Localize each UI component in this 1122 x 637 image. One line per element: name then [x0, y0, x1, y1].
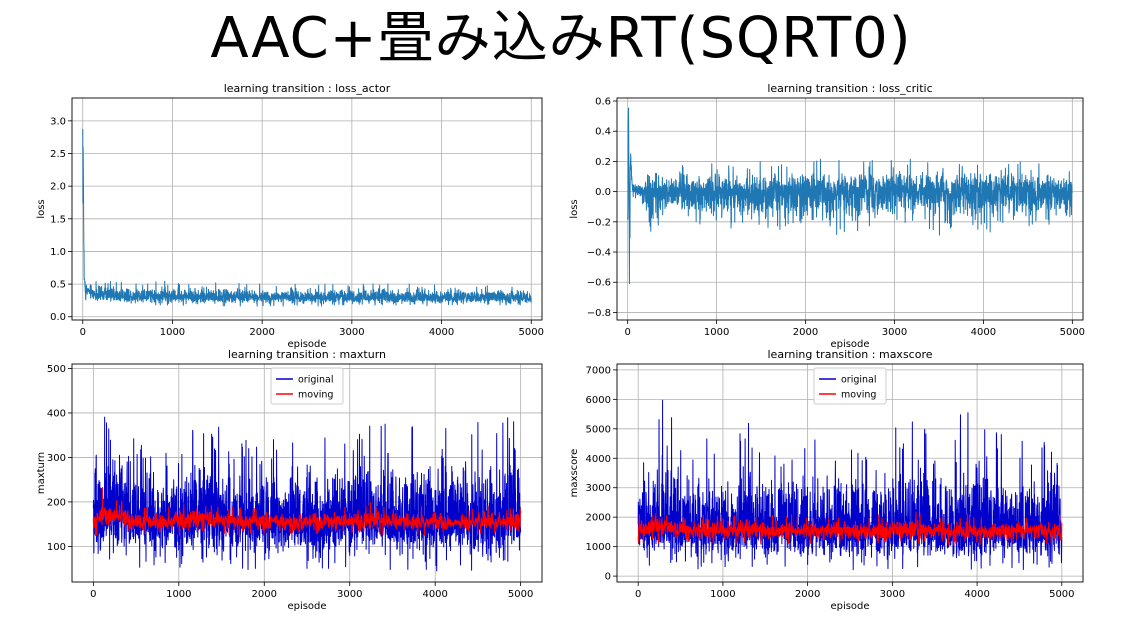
x-tick-label: 5000 — [1049, 589, 1074, 600]
legend-box — [270, 367, 344, 405]
y-axis-label: loss — [36, 199, 47, 218]
x-axis-label: episode — [287, 601, 326, 612]
x-tick-label: 2000 — [249, 327, 274, 338]
y-tick-label: 2.0 — [50, 182, 66, 193]
x-tick-label: 1000 — [166, 589, 191, 600]
legend-label-original: original — [298, 375, 334, 386]
y-tick-label: 500 — [47, 364, 66, 375]
y-tick-label: 300 — [47, 453, 66, 464]
chart-title: learning transition : maxscore — [768, 348, 933, 361]
y-tick-label: 1000 — [586, 542, 611, 553]
y-tick-label: 5000 — [586, 424, 611, 435]
plot-frame — [616, 363, 1084, 583]
x-tick-label: 4000 — [422, 589, 447, 600]
x-axis-label: episode — [830, 601, 869, 612]
y-tick-label: 6000 — [586, 395, 611, 406]
y-tick-label: 100 — [47, 542, 66, 553]
x-tick-label: 3000 — [337, 589, 362, 600]
chart-panel-loss-actor: learning transition : loss_actor 0 1000 200… — [0, 78, 561, 358]
chart-title: learning transition : loss_critic — [767, 82, 932, 95]
x-tick-label: 2000 — [793, 327, 818, 338]
y-tick-label: 0.2 — [595, 157, 611, 168]
plot-frame — [71, 97, 543, 321]
x-tick-label: 0 — [635, 589, 641, 600]
y-tick-label: 0 — [605, 572, 611, 583]
legend-box — [813, 367, 887, 405]
y-tick-label: 400 — [47, 408, 66, 419]
series-line-moving — [92, 487, 522, 537]
y-axis-label: maxturn — [36, 452, 47, 494]
y-tick-label: 0.4 — [595, 127, 611, 138]
headline: AAC+畳み込みRT(SQRT0) — [210, 6, 912, 71]
y-tick-label: −0.6 — [587, 278, 611, 289]
legend-label-moving: moving — [298, 390, 333, 401]
x-tick-label: 4000 — [429, 327, 454, 338]
x-tick-label: 5000 — [508, 589, 533, 600]
series-line-moving — [637, 511, 1063, 546]
y-tick-label: 2.5 — [50, 149, 66, 160]
x-tick-label: 0 — [80, 327, 86, 338]
y-tick-label: 1.5 — [50, 214, 66, 225]
x-tick-label: 0 — [90, 589, 96, 600]
x-tick-label: 4000 — [964, 589, 989, 600]
y-tick-label: −0.8 — [587, 308, 611, 319]
y-axis-label: maxscore — [569, 449, 580, 498]
x-tick-label: 1000 — [704, 327, 729, 338]
y-tick-label: 0.0 — [50, 312, 66, 323]
x-axis-label: episode — [287, 339, 326, 350]
y-tick-label: 0.6 — [595, 97, 611, 108]
plot-frame — [71, 363, 543, 583]
chart-title: learning transition : loss_actor — [224, 82, 391, 95]
y-tick-label: 200 — [47, 497, 66, 508]
plot-frame — [616, 97, 1084, 321]
legend-label-moving: moving — [841, 390, 876, 401]
x-tick-label: 1000 — [160, 327, 185, 338]
x-tick-label: 0 — [624, 327, 630, 338]
chart-svg-loss-actor: learning transition : loss_actor 0 1000 200… — [36, 82, 544, 350]
chart-svg-loss-critic: learning transition : loss_critic 0 1000 20… — [569, 82, 1085, 350]
x-tick-label: 3000 — [880, 589, 905, 600]
y-tick-label: 3.0 — [50, 116, 66, 127]
y-axis-label: loss — [569, 199, 580, 218]
x-tick-label: 1000 — [710, 589, 735, 600]
series-line-original — [92, 416, 522, 572]
chart-svg-maxscore: learning transition : maxscore 0 1000 2000 3… — [569, 348, 1084, 612]
x-tick-label: 4000 — [971, 327, 996, 338]
chart-svg-maxturn: learning transition : maxturn 0 1000 2000 30… — [36, 348, 543, 612]
y-tick-label: 2000 — [586, 513, 611, 524]
x-tick-label: 3000 — [882, 327, 907, 338]
y-tick-label: 7000 — [586, 365, 611, 376]
legend-label-original: original — [841, 375, 877, 386]
chart-panel-maxturn: learning transition : maxturn 0 1000 2000 30… — [0, 342, 561, 622]
x-tick-label: 2000 — [252, 589, 277, 600]
x-tick-label: 5000 — [519, 327, 544, 338]
series-line — [82, 128, 532, 307]
x-tick-label: 3000 — [339, 327, 364, 338]
chart-title: learning transition : maxturn — [228, 348, 386, 361]
y-tick-label: 0.5 — [50, 280, 66, 291]
chart-panel-loss-critic: learning transition : loss_critic 0 1000 20… — [561, 78, 1122, 358]
y-tick-label: 3000 — [586, 483, 611, 494]
y-tick-label: 4000 — [586, 454, 611, 465]
x-axis-label: episode — [830, 339, 869, 350]
x-tick-label: 5000 — [1060, 327, 1085, 338]
series-line — [627, 107, 1073, 285]
y-tick-label: 0.0 — [595, 187, 611, 198]
x-tick-label: 2000 — [795, 589, 820, 600]
series-line-original — [637, 399, 1063, 571]
y-tick-label: −0.2 — [587, 217, 611, 228]
chart-panel-maxscore: learning transition : maxscore 0 1000 2000 3… — [561, 342, 1122, 622]
y-tick-label: 1.0 — [50, 247, 66, 258]
y-tick-label: −0.4 — [587, 248, 611, 259]
